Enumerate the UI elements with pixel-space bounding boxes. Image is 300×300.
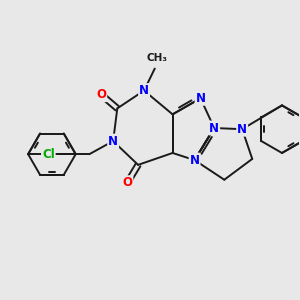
Text: N: N xyxy=(139,84,149,97)
Text: N: N xyxy=(190,154,200,166)
Text: O: O xyxy=(122,176,132,189)
Text: CH₃: CH₃ xyxy=(147,53,168,63)
Text: N: N xyxy=(209,122,219,134)
Text: O: O xyxy=(96,88,106,101)
Text: N: N xyxy=(108,135,118,148)
Text: N: N xyxy=(237,123,247,136)
Text: N: N xyxy=(196,92,206,105)
Text: Cl: Cl xyxy=(42,148,55,161)
